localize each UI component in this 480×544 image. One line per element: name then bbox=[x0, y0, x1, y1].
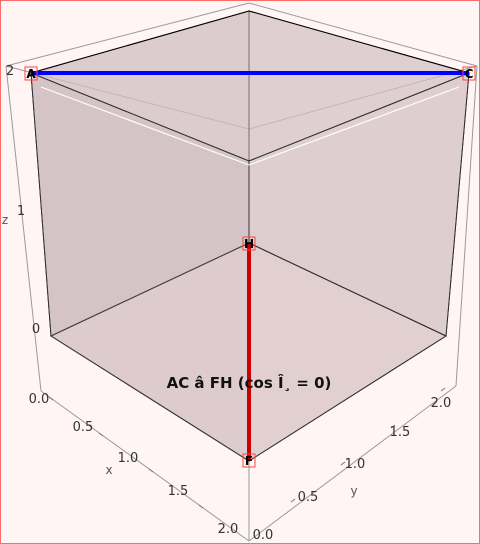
z-axis: 2 1 0 z bbox=[2, 64, 40, 337]
point-a: A bbox=[24, 66, 38, 81]
y-tick-label: 2.0 bbox=[431, 396, 452, 411]
y-tick-label: 0.0 bbox=[253, 528, 274, 543]
caption: AC â FH (cos Î¸ = 0) bbox=[167, 373, 332, 392]
y-axis-labels: 0.0 0.5 1.0 1.5 2.0 y bbox=[253, 396, 452, 543]
point-label-h: H bbox=[244, 237, 254, 251]
cube-inner-top-edge bbox=[40, 86, 250, 166]
cube-inner-top-edge bbox=[248, 86, 460, 166]
x-tick-label: 0.0 bbox=[29, 392, 50, 407]
point-f: F bbox=[242, 453, 256, 468]
x-tick-label: 2.0 bbox=[218, 522, 239, 537]
y-axis bbox=[290, 387, 446, 503]
x-axis-labels: 0.0 0.5 1.0 1.5 2.0 x bbox=[29, 392, 239, 537]
point-marker bbox=[24, 66, 38, 81]
z-tick-label: 0 bbox=[32, 322, 40, 337]
x-axis-label: x bbox=[105, 463, 112, 477]
y-tick-label: 0.5 bbox=[298, 490, 319, 505]
point-marker bbox=[242, 453, 256, 468]
point-label-f: F bbox=[245, 454, 253, 468]
x-tick-label: 1.0 bbox=[118, 451, 139, 466]
point-label-c: C bbox=[465, 67, 474, 81]
point-marker bbox=[242, 236, 256, 251]
point-marker bbox=[462, 66, 476, 81]
x-axis bbox=[48, 396, 204, 509]
point-label-a: A bbox=[26, 67, 36, 81]
y-axis-label: y bbox=[350, 484, 357, 498]
x-tick-label: 1.5 bbox=[168, 484, 189, 499]
y-tick-label: 1.0 bbox=[345, 457, 366, 472]
z-tick-label: 2 bbox=[6, 64, 14, 79]
x-tick-label: 0.5 bbox=[73, 420, 94, 435]
y-tick-label: 1.5 bbox=[390, 425, 411, 440]
z-tick-label: 1 bbox=[17, 204, 25, 219]
point-h: H bbox=[242, 236, 256, 251]
z-axis-label: z bbox=[2, 213, 8, 227]
point-c: C bbox=[462, 66, 476, 81]
